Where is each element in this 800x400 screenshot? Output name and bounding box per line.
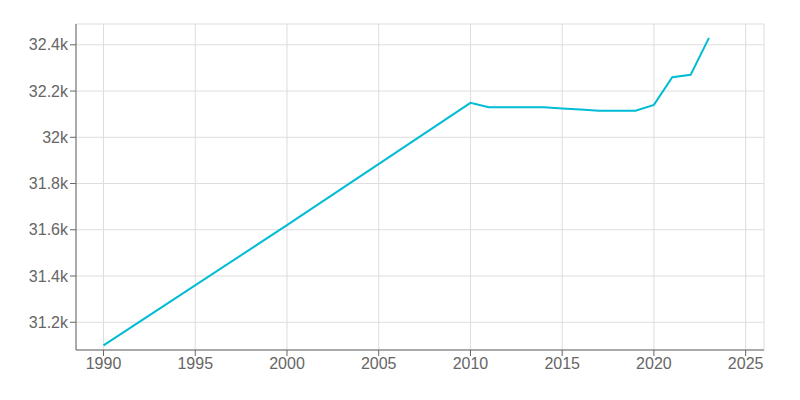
svg-text:32k: 32k [42,129,69,146]
svg-text:1995: 1995 [177,355,213,372]
svg-text:2000: 2000 [269,355,305,372]
svg-text:31.6k: 31.6k [29,221,69,238]
svg-text:32.4k: 32.4k [29,36,69,53]
svg-text:31.4k: 31.4k [29,268,69,285]
svg-text:31.8k: 31.8k [29,175,69,192]
svg-text:31.2k: 31.2k [29,314,69,331]
svg-text:2005: 2005 [361,355,397,372]
svg-text:1990: 1990 [86,355,122,372]
svg-text:2020: 2020 [636,355,672,372]
svg-text:2010: 2010 [453,355,489,372]
svg-text:32.2k: 32.2k [29,83,69,100]
svg-text:2025: 2025 [728,355,764,372]
svg-text:2015: 2015 [544,355,580,372]
